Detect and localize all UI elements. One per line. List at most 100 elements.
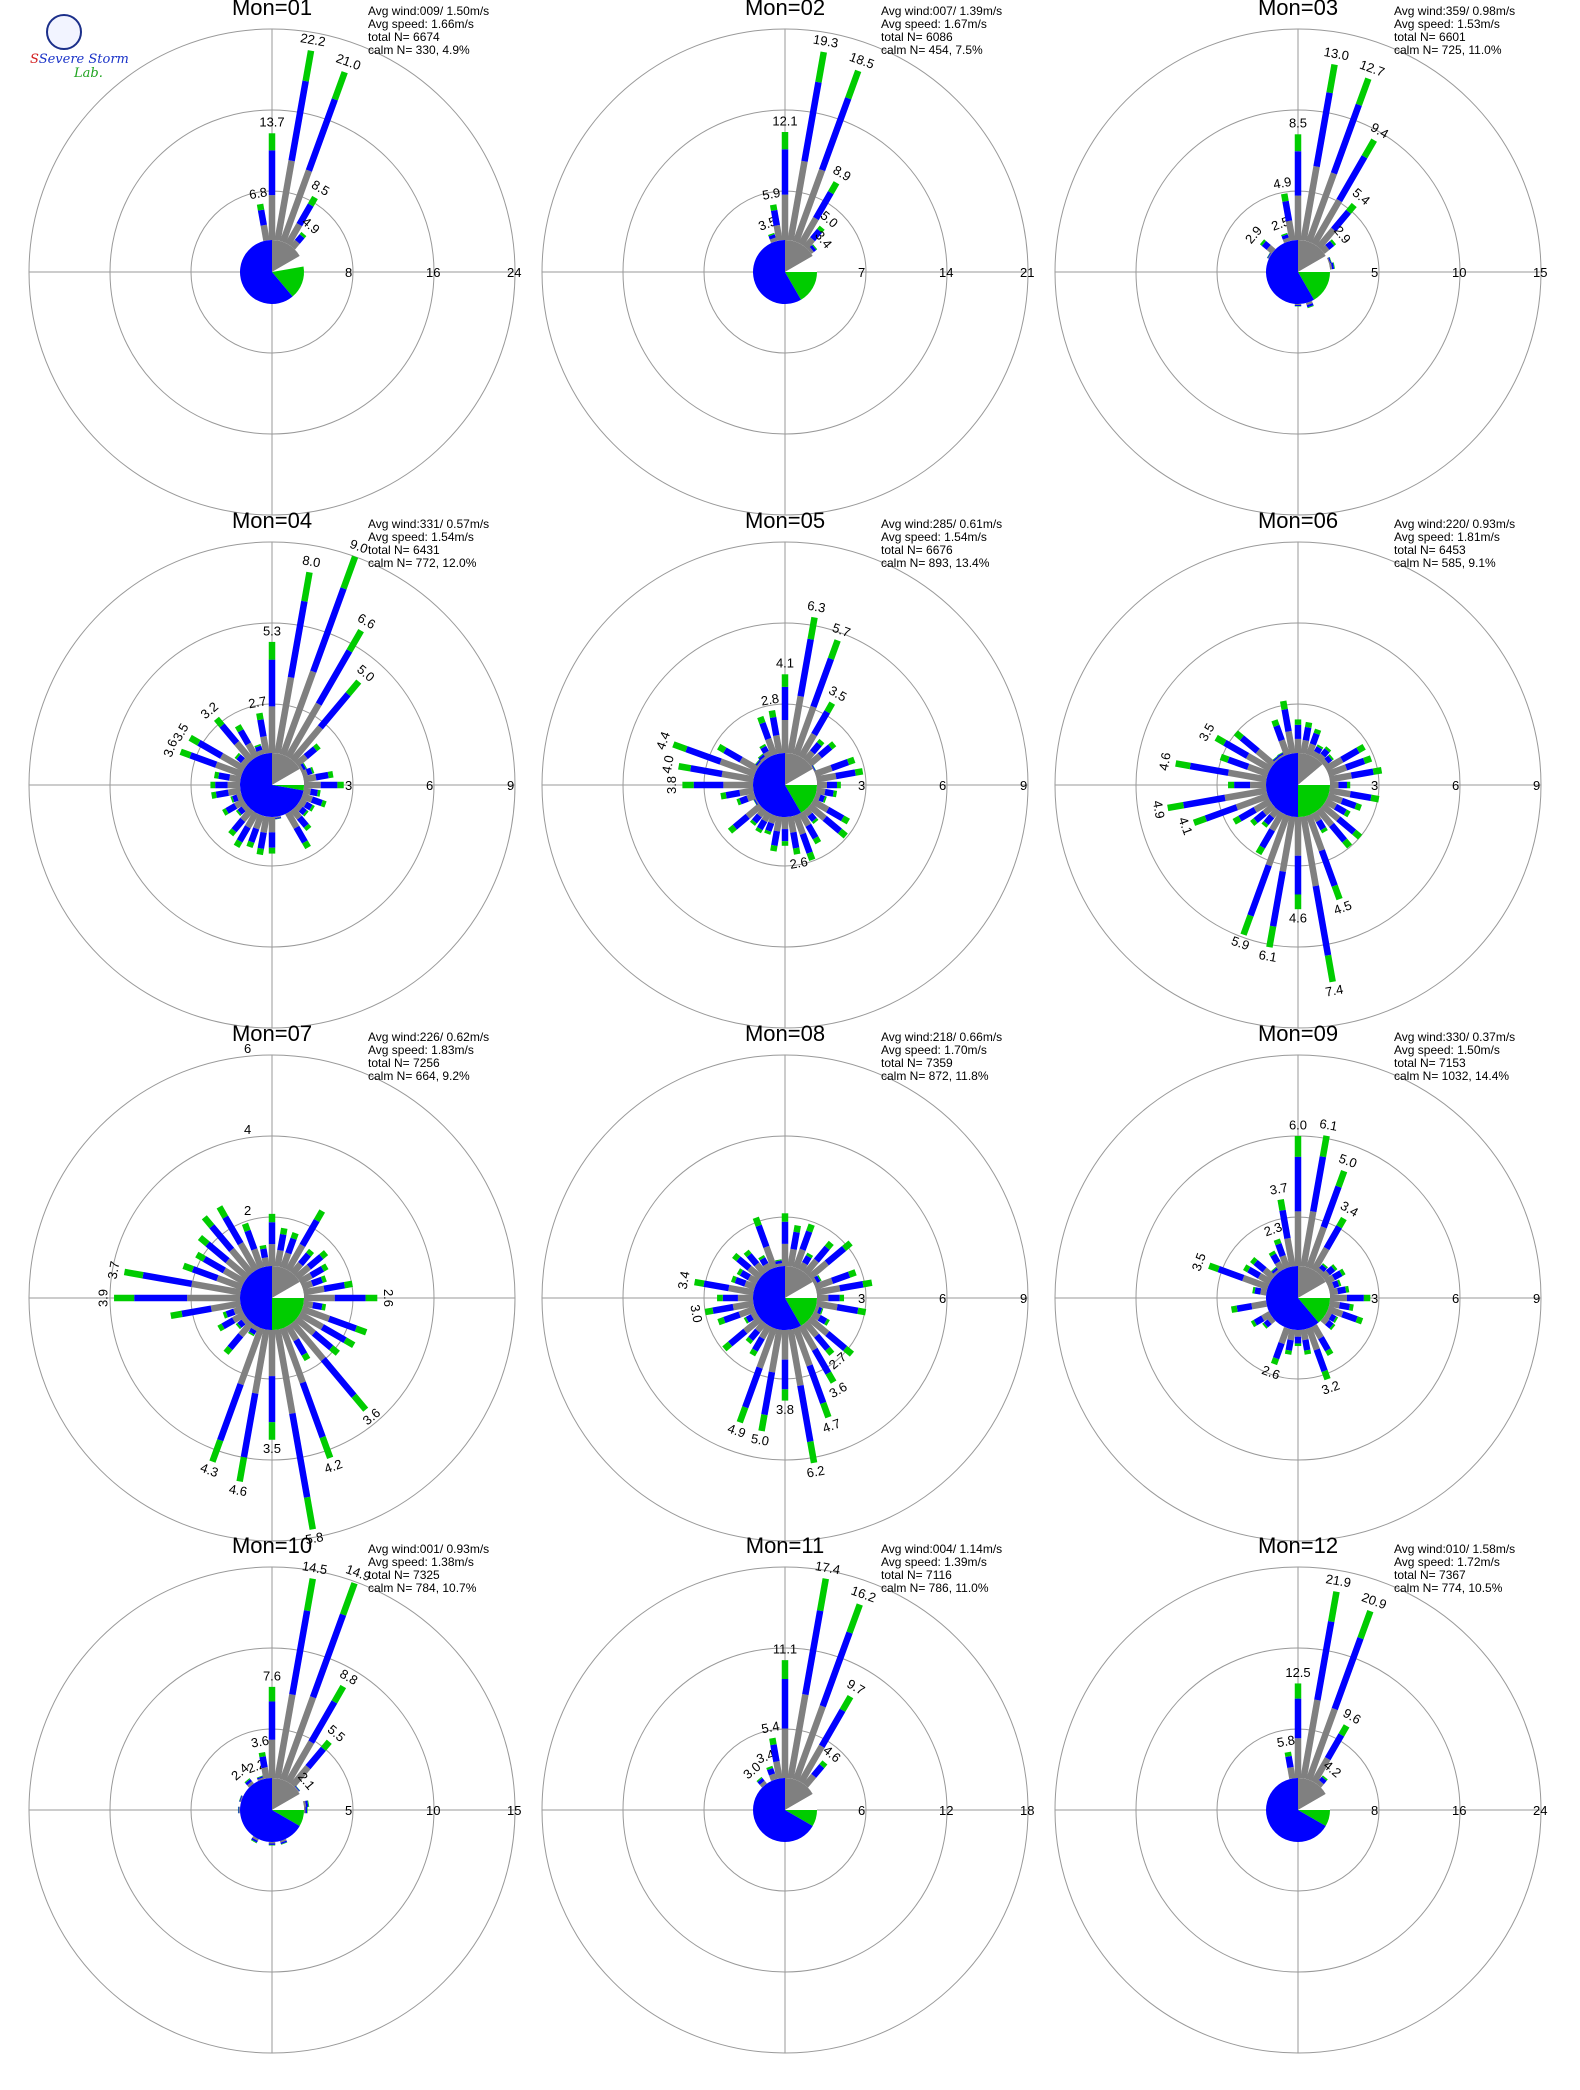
petal-segment (182, 1262, 195, 1273)
calm-pie-slice (272, 1778, 300, 1810)
petal-segment (787, 1693, 809, 1780)
petal-segment (792, 813, 806, 836)
petal-segment (305, 1800, 309, 1808)
calm-pie-slice (785, 785, 817, 813)
petal-segment (830, 1271, 851, 1284)
petal-segment (781, 841, 789, 846)
petal-segment (1294, 817, 1302, 856)
petal-segment (1208, 1262, 1220, 1273)
petal-value-label: 6.2 (805, 1463, 825, 1481)
petal-segment (343, 1280, 353, 1289)
petal-segment (285, 1237, 297, 1255)
petal-value-label: 3.7 (1269, 1180, 1289, 1198)
petal-segment (320, 800, 327, 808)
petal-segment (233, 1305, 244, 1315)
petal-segment (743, 1316, 749, 1324)
petal-segment (302, 774, 317, 783)
petal-segment (672, 741, 688, 753)
calm-pie-slice (785, 240, 813, 272)
petal-segment (1167, 801, 1185, 812)
petal-segment (1316, 753, 1326, 763)
petal-segment (1251, 1300, 1268, 1310)
ring-label: 6 (1452, 778, 1459, 793)
ring-label: 3 (1371, 778, 1378, 793)
petal-segment (142, 1272, 193, 1288)
petal-segment (1273, 1269, 1280, 1276)
petal-segment (258, 1752, 266, 1758)
petal-segment (279, 169, 312, 244)
calm-pie-slice (272, 1266, 300, 1298)
petal-segment (775, 1263, 783, 1268)
petal-segment (279, 670, 317, 757)
petal-segment (837, 781, 841, 789)
ring-label: 6 (939, 1291, 946, 1306)
petal-segment (320, 1275, 327, 1283)
petal-segment (1313, 728, 1322, 735)
petal-segment (237, 1242, 259, 1272)
petal-segment (1305, 743, 1316, 757)
petal-segment (813, 1305, 820, 1314)
petal-value-label: 3.5 (826, 683, 849, 705)
petal-segment (274, 818, 282, 820)
petal-segment (682, 781, 694, 789)
petal-segment (277, 1233, 287, 1252)
petal-segment (317, 692, 351, 730)
petal-segment (1214, 734, 1227, 746)
petal-segment (304, 1806, 306, 1814)
petal-segment (1253, 1315, 1265, 1326)
petal-segment (305, 767, 313, 776)
petal-segment (1294, 151, 1302, 196)
petal-segment (1294, 1136, 1302, 1157)
petal-segment (766, 1765, 774, 1771)
ring-label: 12 (939, 1803, 953, 1818)
petal-segment (1324, 755, 1333, 764)
petal-segment (787, 1328, 804, 1387)
petal-segment (781, 194, 789, 240)
petal-segment (285, 702, 322, 759)
petal-segment (302, 762, 308, 770)
petal-segment (250, 1839, 257, 1844)
petal-segment (792, 847, 801, 855)
petal-segment (365, 1294, 378, 1302)
petal-segment (294, 1316, 316, 1336)
petal-value-label: 6.1 (1258, 947, 1278, 965)
petal-segment (807, 616, 818, 640)
calm-pie-slice (240, 1266, 272, 1330)
petal-segment (225, 1308, 236, 1318)
wind-rose-panel: 3 6 9 6.0 6.1 5.0 3.4 3.2 2.6 3.5 2.3 3.7 Mon=09 Avg … (1054, 1021, 1542, 1542)
ring-label: 14 (939, 265, 953, 280)
petal-segment (754, 1262, 767, 1276)
petal-segment (1247, 864, 1272, 917)
petal-segment (738, 1305, 757, 1318)
petal-segment (815, 1285, 841, 1296)
petal-segment (745, 1336, 754, 1345)
petal-segment (1285, 730, 1296, 755)
petal-segment (218, 772, 231, 781)
petal-segment (1273, 724, 1285, 742)
petal-segment (739, 795, 749, 805)
petal-value-label: 5.4 (760, 1718, 780, 1736)
panel-info-line: calm N= 772, 12.0% (368, 556, 477, 570)
petal-segment (787, 815, 797, 833)
petal-segment (806, 1223, 815, 1233)
petal-segment (719, 758, 757, 778)
ring-label: 21 (1020, 265, 1034, 280)
petal-segment (761, 811, 772, 823)
petal-segment (1282, 237, 1291, 244)
petal-segment (209, 1439, 224, 1463)
petal-segment (1328, 1591, 1340, 1623)
petal-segment (1204, 804, 1238, 822)
petal-segment (728, 1328, 748, 1347)
petal-segment (1323, 1225, 1342, 1251)
petal-segment (792, 1326, 813, 1367)
petal-value-label: 3.4 (754, 1746, 776, 1766)
petal-segment (781, 1660, 789, 1680)
panel-title: Mon=02 (745, 0, 825, 20)
petal-segment (1321, 1263, 1328, 1269)
petal-segment (227, 787, 242, 796)
petal-segment (251, 1248, 265, 1270)
petal-segment (803, 237, 816, 250)
petal-segment (1261, 1311, 1272, 1322)
